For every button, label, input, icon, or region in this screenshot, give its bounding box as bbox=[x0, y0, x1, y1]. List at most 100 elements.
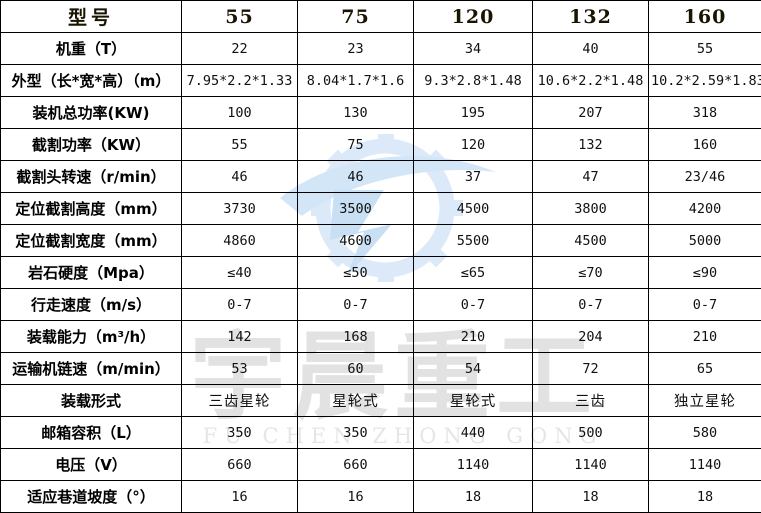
table-cell: 4600 bbox=[298, 225, 414, 257]
header-model-55: 55 bbox=[182, 1, 298, 33]
table-cell: 7.95*2.2*1.33 bbox=[182, 65, 298, 97]
header-model-label: 型号 bbox=[1, 1, 182, 33]
table-cell: ≤50 bbox=[298, 257, 414, 289]
table-cell: 65 bbox=[649, 353, 761, 385]
table-cell: 500 bbox=[533, 417, 649, 449]
row-label: 行走速度（m/s） bbox=[1, 289, 182, 321]
row-label: 外型（长*宽*高）（m） bbox=[1, 65, 182, 97]
row-label: 岩石硬度（Mpa） bbox=[1, 257, 182, 289]
table-cell: 37 bbox=[414, 161, 533, 193]
row-label: 定位截割宽度（mm） bbox=[1, 225, 182, 257]
row-label: 装载形式 bbox=[1, 385, 182, 417]
table-cell: 0-7 bbox=[182, 289, 298, 321]
table-cell: ≤40 bbox=[182, 257, 298, 289]
table-cell: 9.3*2.8*1.48 bbox=[414, 65, 533, 97]
table-cell: 独立星轮 bbox=[649, 385, 761, 417]
table-cell: 142 bbox=[182, 321, 298, 353]
table-cell: 195 bbox=[414, 97, 533, 129]
table-cell: 10.6*2.2*1.48 bbox=[533, 65, 649, 97]
table-row: 岩石硬度（Mpa）≤40≤50≤65≤70≤90 bbox=[1, 257, 761, 289]
table-cell: 60 bbox=[298, 353, 414, 385]
table-cell: 350 bbox=[182, 417, 298, 449]
table-cell: 55 bbox=[649, 33, 761, 65]
table-cell: 0-7 bbox=[414, 289, 533, 321]
table-cell: ≤90 bbox=[649, 257, 761, 289]
table-header: 型号 55 75 120 132 160 bbox=[1, 1, 761, 33]
table-cell: ≤70 bbox=[533, 257, 649, 289]
table-cell: 三齿星轮 bbox=[182, 385, 298, 417]
table-cell: 10.2*2.59*1.83 bbox=[649, 65, 761, 97]
table-cell: 4500 bbox=[414, 193, 533, 225]
table-cell: 660 bbox=[298, 449, 414, 481]
table-cell: 72 bbox=[533, 353, 649, 385]
table-cell: 207 bbox=[533, 97, 649, 129]
row-label: 装机总功率(KW) bbox=[1, 97, 182, 129]
row-label: 定位截割高度（mm） bbox=[1, 193, 182, 225]
table-cell: 75 bbox=[298, 129, 414, 161]
table-cell: 660 bbox=[182, 449, 298, 481]
table-cell: 55 bbox=[182, 129, 298, 161]
row-label: 装载能力（m³/h） bbox=[1, 321, 182, 353]
table-cell: 0-7 bbox=[533, 289, 649, 321]
table-cell: 160 bbox=[649, 129, 761, 161]
row-label: 截割头转速（r/min） bbox=[1, 161, 182, 193]
table-cell: 0-7 bbox=[649, 289, 761, 321]
table-cell: 18 bbox=[533, 481, 649, 513]
table-cell: 210 bbox=[649, 321, 761, 353]
table-cell: 8.04*1.7*1.6 bbox=[298, 65, 414, 97]
table-cell: 40 bbox=[533, 33, 649, 65]
table-cell: 18 bbox=[649, 481, 761, 513]
table-cell: 星轮式 bbox=[298, 385, 414, 417]
table-cell: 318 bbox=[649, 97, 761, 129]
table-cell: 3500 bbox=[298, 193, 414, 225]
table-cell: 100 bbox=[182, 97, 298, 129]
table-cell: 4500 bbox=[533, 225, 649, 257]
row-label: 运输机链速（m/min） bbox=[1, 353, 182, 385]
table-cell: 210 bbox=[414, 321, 533, 353]
table-cell: 46 bbox=[182, 161, 298, 193]
table-cell: 1140 bbox=[649, 449, 761, 481]
row-label: 截割功率（KW） bbox=[1, 129, 182, 161]
table-cell: 3800 bbox=[533, 193, 649, 225]
table-cell: 16 bbox=[298, 481, 414, 513]
table-cell: 47 bbox=[533, 161, 649, 193]
table-cell: 4200 bbox=[649, 193, 761, 225]
table-cell: 1140 bbox=[533, 449, 649, 481]
header-model-75: 75 bbox=[298, 1, 414, 33]
table-cell: 440 bbox=[414, 417, 533, 449]
table-cell: 53 bbox=[182, 353, 298, 385]
table-cell: 3730 bbox=[182, 193, 298, 225]
table-cell: 16 bbox=[182, 481, 298, 513]
table-cell: 5000 bbox=[649, 225, 761, 257]
table-cell: 46 bbox=[298, 161, 414, 193]
header-model-132: 132 bbox=[533, 1, 649, 33]
table-cell: 5500 bbox=[414, 225, 533, 257]
table-cell: 204 bbox=[533, 321, 649, 353]
table-cell: 1140 bbox=[414, 449, 533, 481]
table-row: 装载形式三齿星轮星轮式星轮式三齿独立星轮 bbox=[1, 385, 761, 417]
table-cell: 54 bbox=[414, 353, 533, 385]
row-label: 电压（V） bbox=[1, 449, 182, 481]
header-model-120: 120 bbox=[414, 1, 533, 33]
row-label: 适应巷道坡度（°） bbox=[1, 481, 182, 513]
table-cell: 4860 bbox=[182, 225, 298, 257]
table-cell: 350 bbox=[298, 417, 414, 449]
table-cell: 22 bbox=[182, 33, 298, 65]
table-cell: 120 bbox=[414, 129, 533, 161]
header-model-160: 160 bbox=[649, 1, 761, 33]
